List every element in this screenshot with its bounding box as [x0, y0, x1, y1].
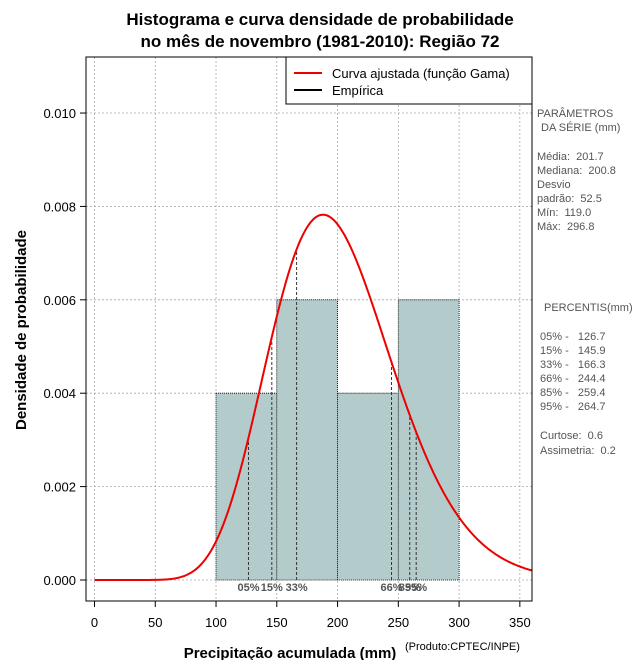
y-tick-label-3: 0.006: [43, 293, 76, 308]
param-min: Mín: 119.0: [537, 207, 592, 219]
x-tick-label-350: 350: [509, 615, 531, 630]
legend: Curva ajustada (função Gama) Empírica: [285, 56, 533, 105]
x-tick-label-0: 0: [91, 615, 98, 630]
histogram-bar-1: [276, 299, 338, 581]
params-header2: DA SÉRIE (mm): [541, 122, 621, 134]
percentil-15: 15% - 145.9: [540, 345, 606, 357]
y-axis-title: Densidade de probabilidade: [13, 230, 30, 430]
param-desvio-value: padrão: 52.5: [537, 193, 602, 205]
percentile-label-33: 33%: [286, 582, 308, 594]
y-tick-label-2: 0.004: [43, 386, 76, 401]
param-desvio-label: Desvio: [537, 179, 571, 191]
credit-label: (Produto:CPTEC/INPE): [405, 641, 520, 653]
percentil-05: 05% - 126.7: [540, 331, 606, 343]
y-tick-label-0: 0.000: [43, 573, 76, 588]
percentile-label-85: 85%: [399, 582, 421, 594]
param-media: Média: 201.7: [537, 151, 604, 163]
stat-curtose: Curtose: 0.6: [540, 430, 603, 442]
percentile-label-05: 05%: [237, 582, 259, 594]
chart-title-line1: Histograma e curva densidade de probabil…: [126, 10, 514, 29]
percentile-markers: 05% 15% 33% 66%85%95%: [237, 249, 427, 594]
percentile-label-66: 66%: [381, 582, 403, 594]
histogram-bar-0: [215, 392, 278, 581]
chart-title-line2: no mês de novembro (1981-2010): Região 7…: [140, 32, 500, 51]
percentile-label-15: 15%: [261, 582, 283, 594]
percentile-label-95: 95%: [405, 582, 427, 594]
histogram-bar-3: [397, 299, 460, 581]
percentil-85: 85% - 259.4: [540, 387, 606, 399]
x-tick-label-300: 300: [448, 615, 470, 630]
stat-assimetria: Assimetria: 0.2: [540, 445, 616, 457]
y-tick-label-1: 0.002: [43, 480, 76, 495]
params-header1: PARÂMETROS: [537, 108, 614, 120]
percentil-66: 66% - 244.4: [540, 373, 606, 385]
x-tick-label-50: 50: [148, 615, 162, 630]
x-tick-label-250: 250: [387, 615, 409, 630]
x-tick-label-100: 100: [205, 615, 227, 630]
histogram-bar-2: [337, 392, 399, 581]
legend-empirical-label: Empírica: [332, 83, 384, 98]
param-max: Máx: 296.8: [537, 221, 595, 233]
y-tick-label-5: 0.010: [43, 106, 76, 121]
x-tick-label-200: 200: [327, 615, 349, 630]
x-axis-title: Precipitação acumulada (mm): [184, 645, 397, 660]
gamma-density-curve: [94, 213, 533, 581]
percentis-header: PERCENTIS(mm): [544, 302, 633, 314]
legend-fitted-label: Curva ajustada (função Gama): [332, 66, 510, 81]
x-axis: 0 50 100 150 200 250 300 350: [91, 600, 531, 630]
percentil-33: 33% - 166.3: [540, 359, 606, 371]
param-mediana: Mediana: 200.8: [537, 165, 616, 177]
x-tick-label-150: 150: [266, 615, 288, 630]
y-axis: 0.000 0.002 0.004 0.006 0.008 0.010: [43, 106, 86, 588]
legend-box: [285, 56, 533, 105]
histogram-bars: [215, 299, 460, 581]
percentil-95: 95% - 264.7: [540, 401, 606, 413]
y-tick-label-4: 0.008: [43, 199, 76, 214]
